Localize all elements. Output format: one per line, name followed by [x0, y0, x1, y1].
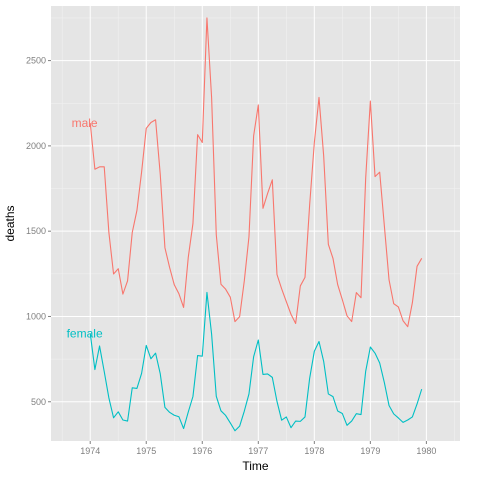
series-line-male	[89, 17, 423, 328]
series-label-male: male	[72, 116, 98, 130]
x-tick-label: 1976	[192, 446, 212, 456]
y-tick-label: 500	[31, 397, 46, 407]
major-grid	[51, 6, 460, 441]
series-labels: male female	[67, 116, 103, 340]
y-tick-label: 1000	[26, 311, 46, 321]
series-label-female: female	[67, 326, 103, 340]
x-axis-ticks: 1974 1975 1976 1977 1978 1979 1980	[80, 441, 436, 456]
plot-panel	[51, 6, 460, 441]
x-tick-label: 1974	[80, 446, 100, 456]
series-line-female	[89, 291, 423, 432]
minor-grid	[51, 6, 460, 441]
series-lines	[89, 17, 423, 432]
y-axis-title: deaths	[3, 205, 17, 241]
x-axis-title: Time	[242, 459, 269, 473]
x-tick-label: 1975	[136, 446, 156, 456]
x-tick-label: 1979	[360, 446, 380, 456]
x-tick-label: 1980	[416, 446, 436, 456]
x-tick-label: 1977	[248, 446, 268, 456]
y-tick-label: 2000	[26, 141, 46, 151]
y-axis-ticks: 500 1000 1500 2000 2500	[26, 56, 51, 407]
x-tick-label: 1978	[304, 446, 324, 456]
y-tick-label: 1500	[26, 226, 46, 236]
y-tick-label: 2500	[26, 56, 46, 66]
